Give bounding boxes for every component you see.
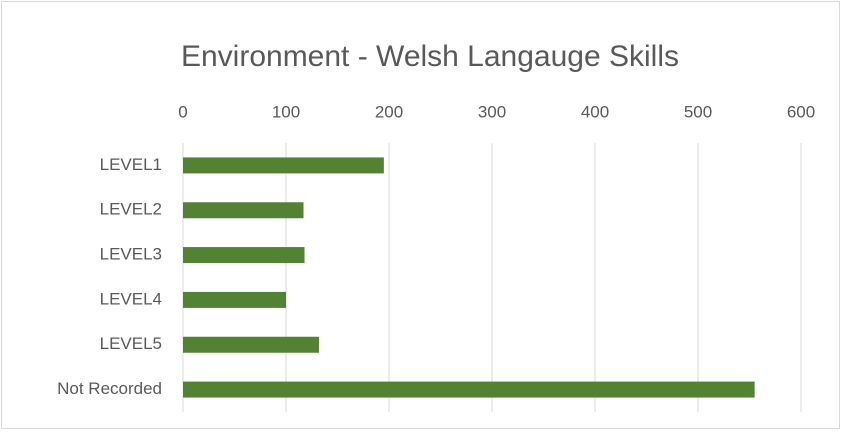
x-tick-label: 500 [684, 102, 712, 121]
x-tick-label: 200 [375, 102, 403, 121]
bar [183, 291, 286, 308]
y-tick-label: LEVEL3 [100, 245, 162, 264]
bar [183, 247, 305, 264]
x-tick-label: 100 [272, 102, 300, 121]
y-tick-label: LEVEL1 [100, 155, 162, 174]
x-tick-label: 600 [787, 102, 815, 121]
y-tick-label: LEVEL5 [100, 334, 162, 353]
x-tick-label: 400 [581, 102, 609, 121]
x-tick-label: 300 [478, 102, 506, 121]
bar [183, 381, 755, 398]
bar [183, 336, 319, 353]
y-tick-label: Not Recorded [57, 379, 162, 398]
y-tick-label: LEVEL4 [100, 289, 162, 308]
x-tick-label: 0 [178, 102, 187, 121]
y-tick-label: LEVEL2 [100, 200, 162, 219]
bar [183, 157, 384, 174]
bar [183, 202, 304, 219]
chart-title: Environment - Welsh Langauge Skills [181, 40, 679, 73]
